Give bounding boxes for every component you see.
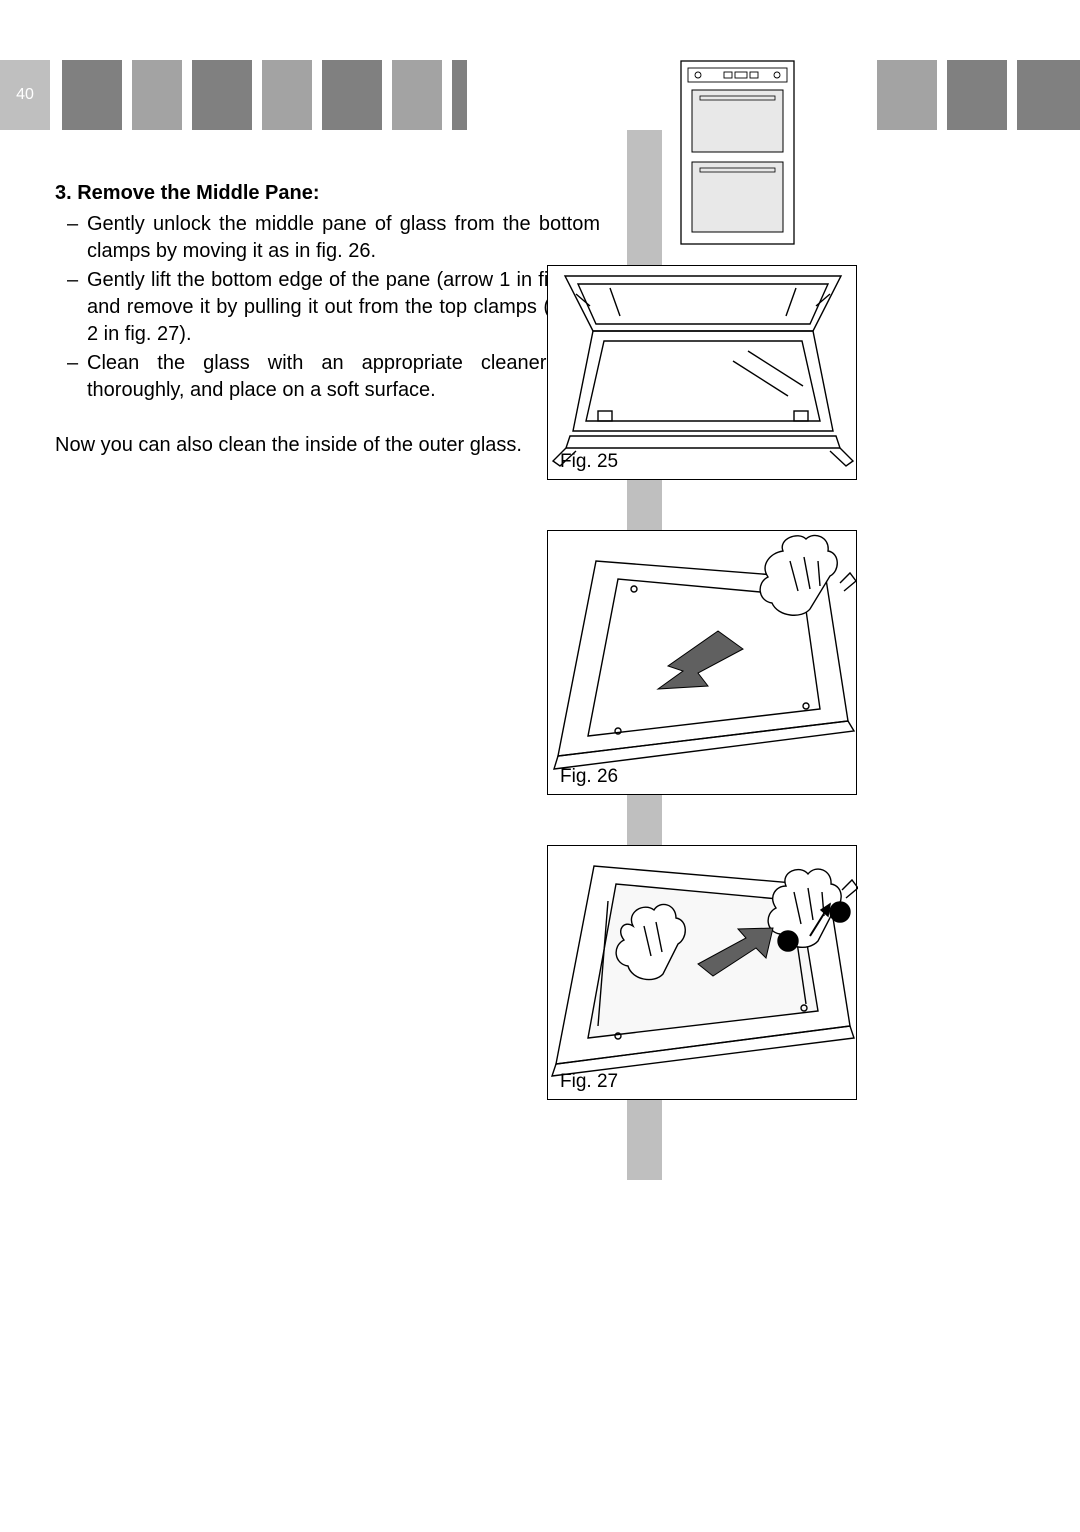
header-bar — [262, 60, 312, 130]
figure-27: 1 2 Fig. 27 — [547, 845, 857, 1100]
section-title: 3. Remove the Middle Pane: — [55, 180, 600, 207]
header-bar — [132, 60, 182, 130]
list-item: Gently unlock the middle pane of glass f… — [73, 211, 600, 265]
header-bar — [877, 60, 937, 130]
figure-caption: Fig. 26 — [560, 766, 618, 788]
figure-caption: Fig. 27 — [560, 1071, 618, 1093]
figure-26: Fig. 26 — [547, 530, 857, 795]
svg-text:1: 1 — [836, 905, 843, 920]
oven-icon — [680, 60, 795, 245]
manual-page: 40 3. Remove the Middle Pane: Gently unl… — [0, 0, 1080, 1532]
header-bar — [192, 60, 252, 130]
list-item: Gently lift the bottom edge of the pane … — [73, 267, 600, 348]
header-bar — [392, 60, 442, 130]
header-bar — [1017, 60, 1080, 130]
bullet-list: Gently unlock the middle pane of glass f… — [55, 211, 600, 404]
figure-caption: Fig. 25 — [560, 451, 618, 473]
header-band: 40 — [0, 60, 1080, 130]
header-bar — [452, 60, 467, 130]
followup-text: Now you can also clean the inside of the… — [55, 432, 600, 459]
header-bar — [947, 60, 1007, 130]
figure-25: Fig. 25 — [547, 265, 857, 480]
instruction-text: 3. Remove the Middle Pane: Gently unlock… — [55, 180, 600, 459]
page-number: 40 — [0, 60, 50, 130]
header-bar — [322, 60, 382, 130]
header-bar — [62, 60, 122, 130]
list-item: Clean the glass with an appropriate clea… — [73, 350, 600, 404]
svg-text:2: 2 — [784, 934, 791, 949]
